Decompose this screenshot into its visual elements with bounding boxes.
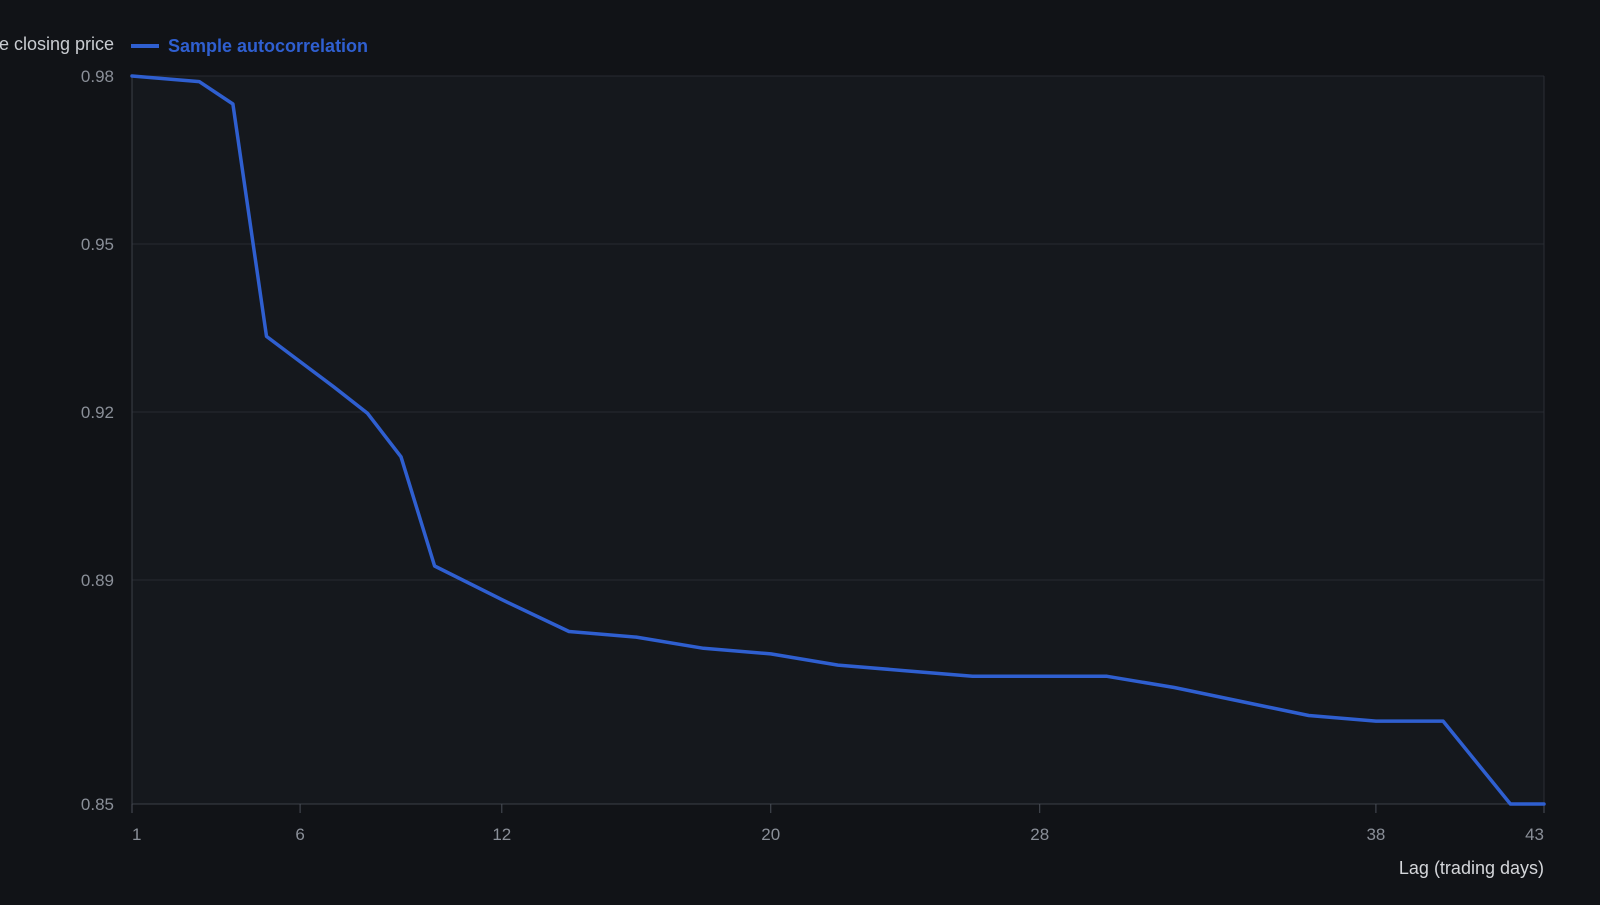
x-tick-label: 43 bbox=[1525, 825, 1544, 844]
x-tick-label: 12 bbox=[492, 825, 511, 844]
legend-entry-closing-price[interactable]: e closing price bbox=[0, 34, 114, 54]
x-tick-label: 28 bbox=[1030, 825, 1049, 844]
y-tick-label: 0.89 bbox=[81, 571, 114, 590]
x-axis-label: Lag (trading days) bbox=[1399, 858, 1544, 878]
plot-area bbox=[132, 76, 1544, 804]
series-line-sample-autocorrelation bbox=[130, 74, 1546, 806]
legend: e closing price Sample autocorrelation bbox=[0, 34, 368, 56]
x-tick-label: 1 bbox=[132, 825, 141, 844]
y-tick-label: 0.92 bbox=[81, 403, 114, 422]
y-tick-label: 0.98 bbox=[81, 67, 114, 86]
x-tick-label: 38 bbox=[1366, 825, 1385, 844]
series-lines bbox=[130, 74, 1546, 806]
grid-lines bbox=[132, 75, 1545, 805]
x-tick-label: 6 bbox=[295, 825, 304, 844]
legend-entry-sample-autocorrelation[interactable]: Sample autocorrelation bbox=[168, 36, 368, 56]
y-tick-label: 0.85 bbox=[81, 795, 114, 814]
axes: 0.85 0.89 0.92 0.95 0.98 1 6 12 20 28 38 43 bbox=[81, 67, 1545, 844]
y-tick-label: 0.95 bbox=[81, 235, 114, 254]
x-tick-label: 20 bbox=[761, 825, 780, 844]
